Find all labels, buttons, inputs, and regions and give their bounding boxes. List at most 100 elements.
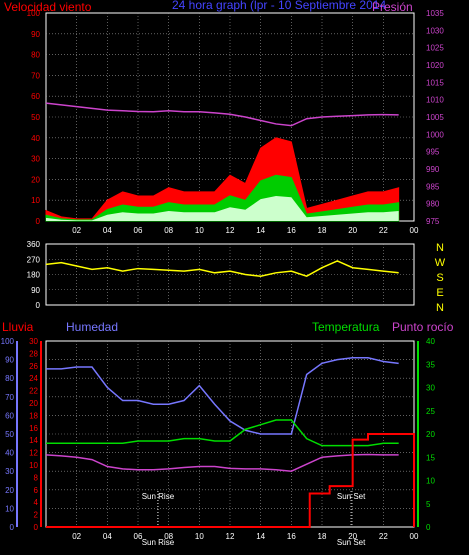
x-tick-label: 18 [318, 226, 327, 235]
pressure-line [45, 102, 399, 127]
direction-tick-label: 270 [27, 255, 41, 264]
rain-tick-label: 0 [10, 523, 15, 532]
rain-tick-label: 80 [5, 374, 14, 383]
x-tick-label: 16 [287, 226, 296, 235]
rain-tick-label: 90 [5, 356, 14, 365]
y-right-tick-label: 985 [426, 182, 440, 191]
y-right-tick-label: 1035 [426, 9, 444, 18]
sun-marker-tick: Sun Set [337, 538, 366, 547]
compass-letter: N [436, 242, 444, 254]
rain-tick-label: 60 [5, 411, 14, 420]
y-left-tick-label: 0 [36, 217, 41, 226]
humidity-tick-label: 20 [29, 399, 38, 408]
x-tick-label: 02 [72, 532, 81, 541]
compass-letter: E [436, 287, 443, 299]
humidity-tick-label: 0 [34, 523, 39, 532]
temp-tick-label: 35 [426, 360, 435, 369]
y-left-tick-label: 10 [31, 196, 40, 205]
y-left-tick-label: 40 [31, 134, 40, 143]
y-left-tick-label: 70 [31, 71, 40, 80]
direction-tick-label: 90 [31, 286, 40, 295]
sun-marker-label: Sun Set [337, 492, 366, 501]
temperature-line [46, 419, 399, 447]
y-right-tick-label: 1020 [426, 61, 444, 70]
x-tick-label: 14 [256, 226, 265, 235]
x-tick-label: 08 [164, 532, 173, 541]
temp-tick-label: 30 [426, 384, 435, 393]
x-tick-label: 04 [103, 532, 112, 541]
humidity-tick-label: 6 [34, 486, 39, 495]
humidity-tick-label: 22 [29, 387, 38, 396]
x-tick-label: 00 [410, 226, 419, 235]
humidity-tick-label: 24 [29, 374, 38, 383]
temp-tick-label: 15 [426, 453, 435, 462]
y-left-tick-label: 50 [31, 113, 40, 122]
y-right-tick-label: 1010 [426, 96, 444, 105]
rain-tick-label: 10 [5, 504, 14, 513]
x-tick-label: 02 [72, 226, 81, 235]
y-left-tick-label: 30 [31, 155, 40, 164]
wind-gust-area [45, 174, 400, 222]
rain-tick-label: 100 [1, 337, 15, 346]
compass-letter: N [436, 302, 444, 314]
humidity-tick-label: 8 [34, 473, 39, 482]
y-right-tick-label: 990 [426, 165, 440, 174]
pressure-label: Presión [372, 0, 413, 14]
y-right-tick-label: 975 [426, 217, 440, 226]
direction-tick-label: 180 [27, 271, 41, 280]
y-right-tick-label: 995 [426, 148, 440, 157]
temp-tick-label: 40 [426, 337, 435, 346]
rain-tick-label: 40 [5, 449, 14, 458]
y-right-tick-label: 1005 [426, 113, 444, 122]
direction-tick-label: 360 [27, 240, 41, 249]
humidity-line [46, 356, 399, 435]
x-tick-label: 18 [318, 532, 327, 541]
dewpoint-line [45, 453, 399, 472]
x-tick-label: 12 [226, 532, 235, 541]
humidity-label: Humedad [66, 320, 118, 334]
compass-letter: W [435, 257, 446, 269]
y-right-tick-label: 1015 [426, 78, 444, 87]
humidity-tick-label: 12 [29, 449, 38, 458]
y-right-tick-label: 980 [426, 200, 440, 209]
y-right-tick-label: 1030 [426, 26, 444, 35]
humidity-tick-label: 4 [34, 498, 39, 507]
wind-avg-area [46, 196, 399, 221]
y-right-tick-label: 1000 [426, 130, 444, 139]
temp-tick-label: 10 [426, 477, 435, 486]
compass-letter: S [436, 272, 443, 284]
x-tick-label: 12 [226, 226, 235, 235]
x-tick-label: 06 [134, 532, 143, 541]
x-tick-label: 14 [256, 532, 265, 541]
y-left-tick-label: 60 [31, 92, 40, 101]
x-tick-label: 00 [410, 532, 419, 541]
x-tick-label: 20 [348, 226, 357, 235]
sun-marker-tick: Sun Rise [142, 538, 175, 547]
sun-marker-label: Sun Rise [142, 492, 175, 501]
temperature-label: Temperatura [312, 320, 380, 334]
x-tick-label: 22 [379, 226, 388, 235]
temp-tick-label: 0 [426, 523, 431, 532]
rain-tick-label: 70 [5, 393, 14, 402]
humidity-tick-label: 30 [29, 337, 38, 346]
humidity-tick-label: 10 [29, 461, 38, 470]
rain-tick-label: 50 [5, 430, 14, 439]
direction-line [45, 260, 399, 278]
humidity-tick-label: 2 [34, 511, 39, 520]
y-left-tick-label: 90 [31, 30, 40, 39]
direction-tick-label: 0 [36, 301, 41, 310]
humidity-tick-label: 28 [29, 349, 38, 358]
rain-tick-label: 30 [5, 467, 14, 476]
x-tick-label: 10 [195, 226, 204, 235]
y-left-tick-label: 20 [31, 175, 40, 184]
humidity-tick-label: 18 [29, 411, 38, 420]
y-right-tick-label: 1025 [426, 44, 444, 53]
y-left-tick-label: 80 [31, 51, 40, 60]
x-tick-label: 16 [287, 532, 296, 541]
temp-tick-label: 25 [426, 407, 435, 416]
temp-tick-label: 20 [426, 430, 435, 439]
humidity-tick-label: 26 [29, 362, 38, 371]
x-tick-label: 10 [195, 532, 204, 541]
